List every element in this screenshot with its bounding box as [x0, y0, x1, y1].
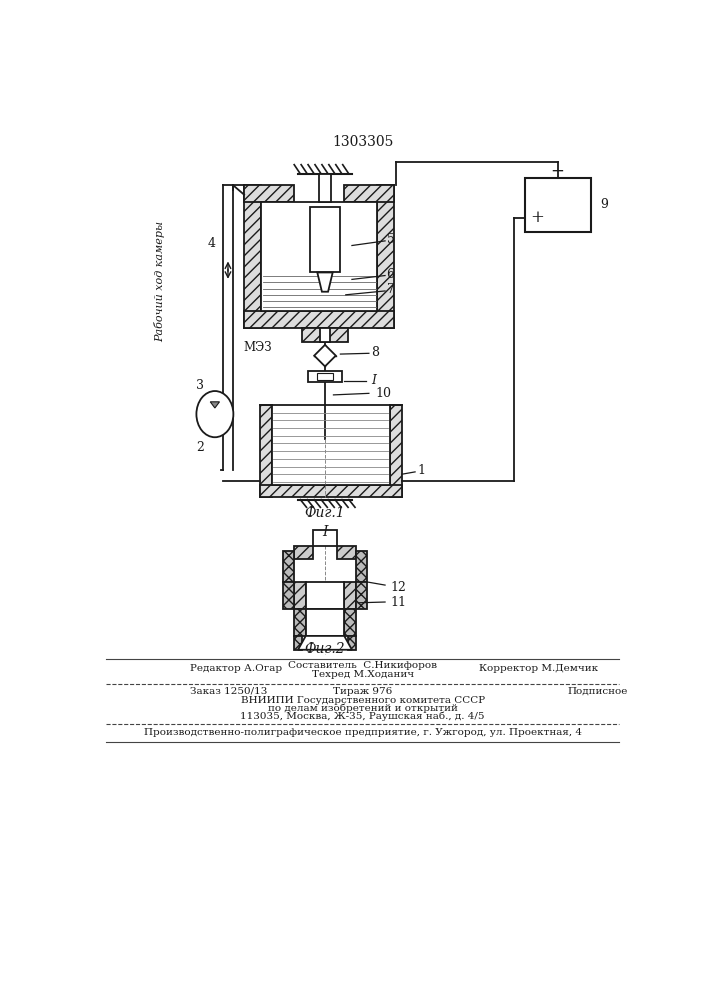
Text: по делам изобретений и открытий: по делам изобретений и открытий: [268, 704, 457, 713]
Text: Редактор А.Огар: Редактор А.Огар: [190, 664, 282, 673]
Bar: [244, 185, 294, 202]
Bar: [320, 328, 330, 342]
Polygon shape: [314, 345, 336, 366]
Text: I: I: [322, 525, 328, 539]
Ellipse shape: [197, 391, 233, 437]
Text: 10: 10: [375, 387, 391, 400]
Bar: [294, 546, 313, 559]
Bar: [261, 202, 378, 311]
Text: 4: 4: [208, 237, 216, 250]
Bar: [356, 551, 368, 582]
Bar: [305, 582, 344, 609]
Bar: [308, 371, 342, 382]
Text: Рабочий ход камеры: Рабочий ход камеры: [154, 221, 165, 342]
Bar: [283, 551, 294, 582]
Bar: [317, 373, 333, 380]
Text: 9: 9: [600, 198, 608, 211]
Bar: [259, 405, 272, 497]
Bar: [337, 546, 356, 559]
Bar: [348, 636, 356, 650]
Bar: [294, 636, 302, 650]
Bar: [259, 485, 402, 497]
Bar: [378, 185, 395, 328]
Bar: [302, 328, 348, 342]
Bar: [294, 609, 305, 636]
Text: Заказ 1250/13: Заказ 1250/13: [190, 687, 268, 696]
Text: Корректор М.Демчик: Корректор М.Демчик: [479, 664, 598, 673]
Text: Составитель  С.Никифоров: Составитель С.Никифоров: [288, 661, 437, 670]
Text: 3: 3: [196, 379, 204, 392]
Text: Фиг.1: Фиг.1: [305, 506, 345, 520]
Bar: [525, 178, 590, 232]
Text: 7: 7: [387, 283, 395, 296]
Text: ВНИИПИ Государственного комитета СССР: ВНИИПИ Государственного комитета СССР: [240, 696, 485, 705]
Text: I: I: [371, 374, 376, 387]
Text: 113035, Москва, Ж-35, Раушская наб., д. 4/5: 113035, Москва, Ж-35, Раушская наб., д. …: [240, 711, 485, 721]
Text: Тираж 976: Тираж 976: [333, 687, 392, 696]
Text: Производственно-полиграфическое предприятие, г. Ужгород, ул. Проектная, 4: Производственно-полиграфическое предприя…: [144, 728, 582, 737]
Bar: [344, 609, 356, 636]
Bar: [272, 405, 390, 485]
Polygon shape: [298, 636, 352, 650]
Text: −: −: [551, 163, 564, 180]
Text: 11: 11: [390, 596, 407, 609]
Text: 8: 8: [371, 346, 379, 359]
Text: 1303305: 1303305: [332, 135, 393, 149]
Bar: [310, 207, 340, 272]
Text: +: +: [530, 209, 544, 226]
Text: 12: 12: [390, 581, 407, 594]
Bar: [305, 609, 344, 636]
Bar: [319, 174, 331, 202]
Bar: [244, 311, 395, 328]
Bar: [390, 405, 402, 497]
Text: МЭЗ: МЭЗ: [244, 341, 272, 354]
Bar: [313, 530, 337, 546]
Bar: [294, 582, 305, 609]
Text: Техред М.Ходанич: Техред М.Ходанич: [312, 670, 414, 679]
Bar: [356, 582, 368, 609]
Text: Подписное: Подписное: [568, 687, 628, 696]
Bar: [244, 185, 261, 328]
Text: 6: 6: [387, 267, 395, 280]
Text: Фиг.2: Фиг.2: [305, 642, 345, 656]
Bar: [283, 582, 294, 609]
Text: 1: 1: [417, 464, 425, 477]
Bar: [344, 582, 356, 609]
Polygon shape: [317, 272, 333, 292]
Text: 5: 5: [387, 233, 395, 246]
Text: 2: 2: [197, 441, 204, 454]
Polygon shape: [210, 402, 219, 408]
Bar: [344, 185, 395, 202]
